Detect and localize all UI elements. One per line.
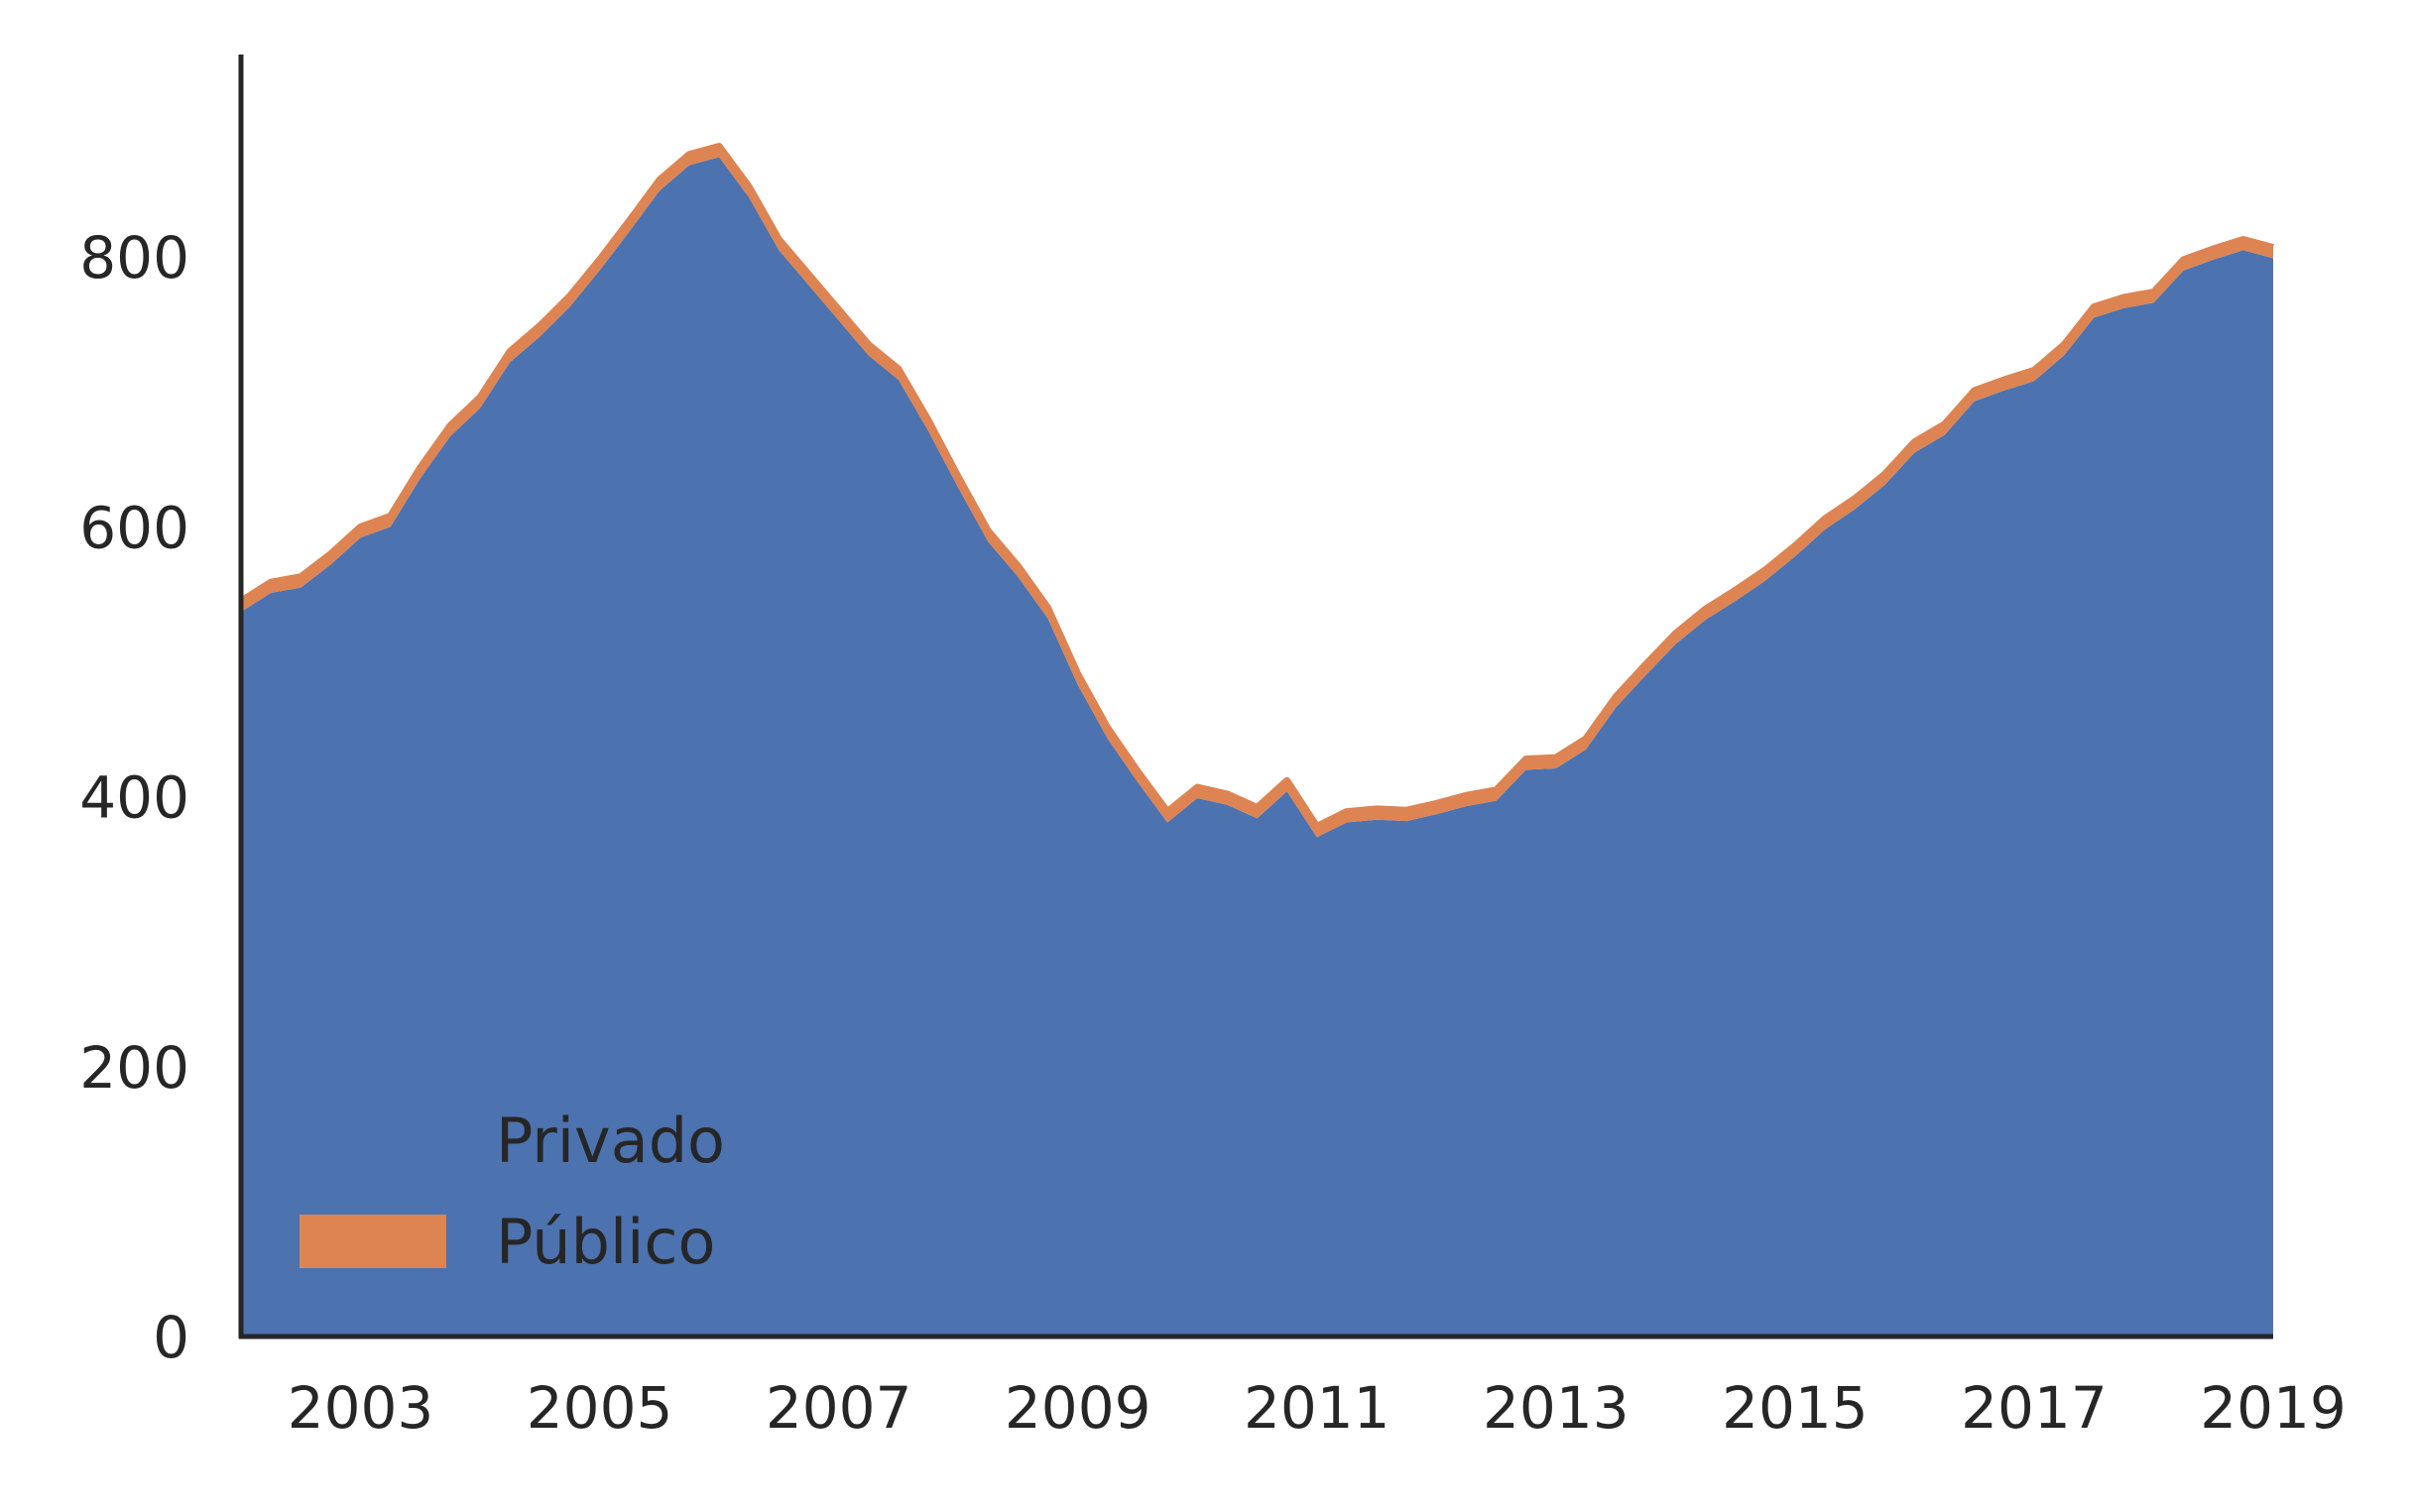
x-tick-label: 2011 — [1244, 1374, 1390, 1442]
y-tick-label: 600 — [79, 494, 189, 561]
x-tick-label: 2017 — [1961, 1374, 2108, 1442]
series-line-publico — [239, 143, 2274, 831]
x-tick-label: 2007 — [766, 1374, 912, 1442]
plot-area — [239, 143, 2274, 1338]
legend-label: Público — [496, 1206, 715, 1278]
axes: 0 200 400 600 800 2003 2005 2007 2009 2011 2013 201… — [79, 55, 2347, 1442]
y-tick-label: 400 — [79, 764, 189, 832]
y-tick-label: 200 — [79, 1034, 189, 1102]
x-tick-label: 2003 — [288, 1374, 434, 1442]
y-tick-label: 800 — [79, 224, 189, 291]
x-tick-label: 2013 — [1483, 1374, 1629, 1442]
series-area-privado — [241, 157, 2273, 1338]
legend-swatch — [300, 1215, 446, 1268]
x-tick-label: 2015 — [1722, 1374, 1869, 1442]
x-tick-label: 2019 — [2200, 1374, 2347, 1442]
legend-label: Privado — [496, 1105, 725, 1177]
x-tick-label: 2005 — [527, 1374, 673, 1442]
y-tick-label: 0 — [153, 1304, 189, 1371]
legend: Privado Público — [300, 1105, 725, 1278]
x-tick-label: 2009 — [1005, 1374, 1151, 1442]
